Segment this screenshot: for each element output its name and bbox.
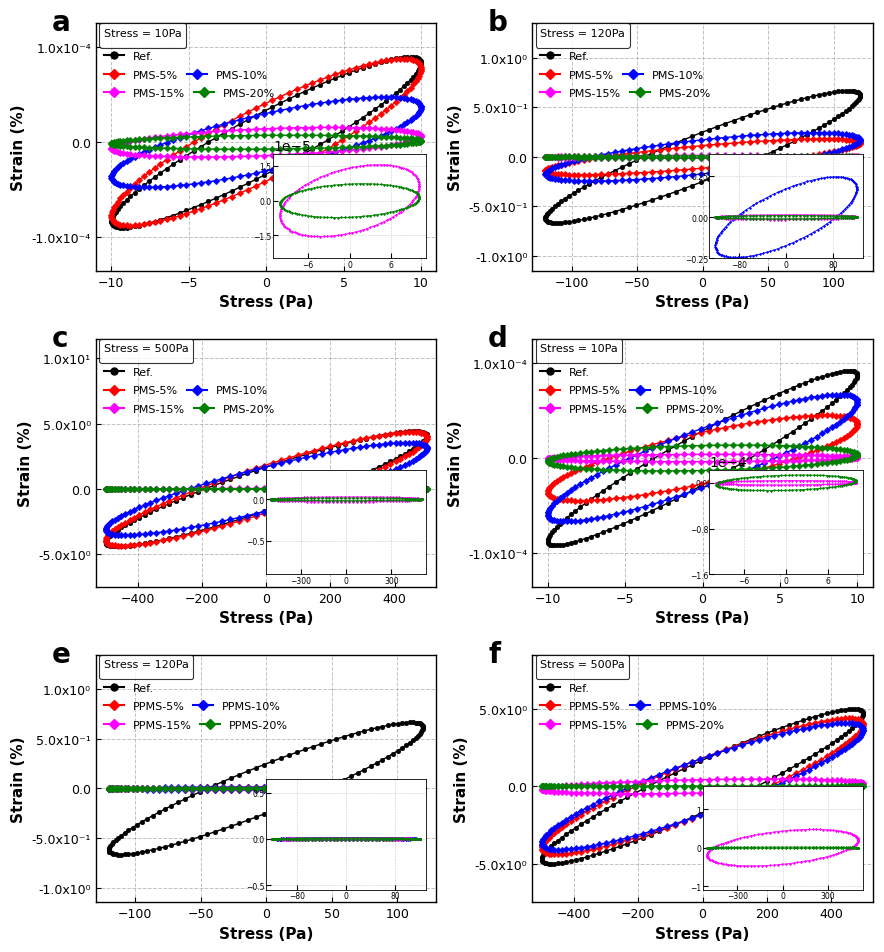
Text: b: b [488,10,508,37]
X-axis label: Stress (Pa): Stress (Pa) [655,295,750,310]
X-axis label: Stress (Pa): Stress (Pa) [655,926,750,941]
X-axis label: Stress (Pa): Stress (Pa) [219,295,313,310]
Text: f: f [488,640,500,668]
Legend: PMS-15%, PMS-20%: PMS-15%, PMS-20% [99,400,279,419]
Legend: PMS-15%, PMS-20%: PMS-15%, PMS-20% [99,85,279,104]
Legend: PPMS-15%, PPMS-20%: PPMS-15%, PPMS-20% [99,716,293,735]
X-axis label: Stress (Pa): Stress (Pa) [219,610,313,625]
Text: c: c [51,325,68,352]
Y-axis label: Strain (%): Strain (%) [454,736,469,822]
Text: e: e [51,640,71,668]
X-axis label: Stress (Pa): Stress (Pa) [655,610,750,625]
Text: a: a [51,10,71,37]
Y-axis label: Strain (%): Strain (%) [447,105,462,191]
Y-axis label: Strain (%): Strain (%) [11,736,27,822]
Text: d: d [488,325,508,352]
Legend: PMS-15%, PMS-20%: PMS-15%, PMS-20% [536,85,716,104]
Legend: PPMS-15%, PPMS-20%: PPMS-15%, PPMS-20% [536,400,729,419]
Y-axis label: Strain (%): Strain (%) [18,420,33,506]
Y-axis label: Strain (%): Strain (%) [11,105,27,191]
Legend: PPMS-15%, PPMS-20%: PPMS-15%, PPMS-20% [536,716,729,735]
Y-axis label: Strain (%): Strain (%) [447,420,462,506]
X-axis label: Stress (Pa): Stress (Pa) [219,926,313,941]
